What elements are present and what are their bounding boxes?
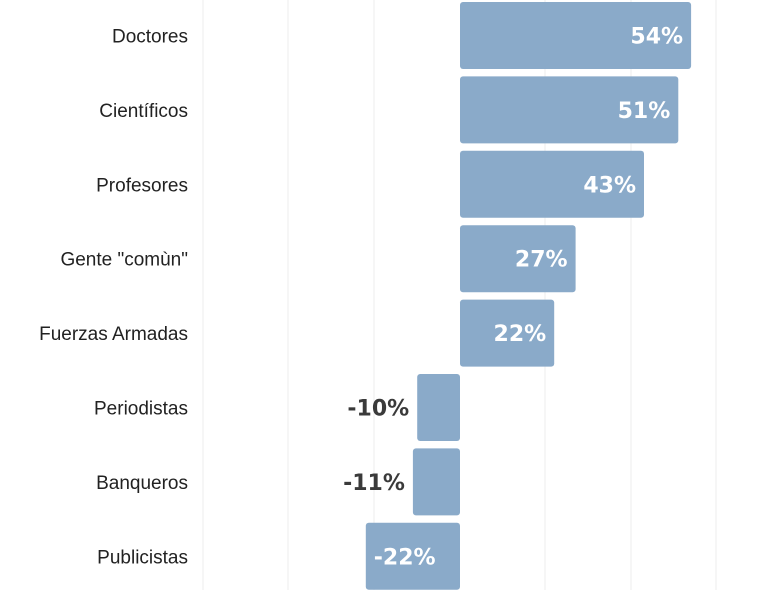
category-label: Banqueros	[96, 473, 188, 494]
value-label: -22%	[374, 545, 436, 570]
bar	[460, 2, 692, 69]
bar	[460, 299, 555, 367]
bar	[460, 150, 644, 218]
bar	[417, 374, 460, 441]
value-label: 27%	[515, 248, 568, 273]
bar	[412, 448, 460, 516]
category-labels: Doctores Científicos Profesores Gente "comù…	[39, 27, 188, 569]
category-label: Profesores	[96, 175, 188, 196]
category-label: Fuerzas Armadas	[39, 324, 188, 345]
value-label: 43%	[583, 173, 636, 198]
category-label: Científicos	[99, 101, 188, 122]
category-label: Publicistas	[97, 547, 188, 568]
value-label: 51%	[618, 99, 671, 124]
bar	[460, 225, 576, 293]
bar	[365, 522, 460, 590]
value-label: -10%	[347, 397, 409, 422]
bars	[365, 2, 692, 590]
category-label: Periodistas	[94, 399, 188, 420]
value-label: -11%	[343, 471, 405, 496]
value-labels: 54% 51% 43% 27% 22% -10% -11% -22%	[343, 25, 683, 571]
category-label: Gente "comùn"	[60, 250, 188, 271]
value-label: 22%	[494, 322, 547, 347]
category-label: Doctores	[112, 27, 188, 48]
value-label: 54%	[630, 25, 683, 50]
bar	[460, 76, 679, 144]
